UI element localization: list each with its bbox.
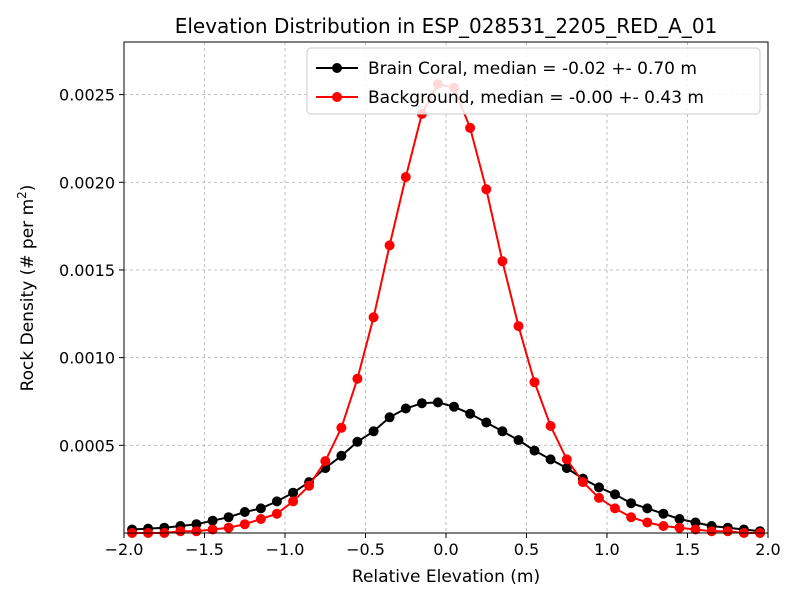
data-point-background (271, 508, 282, 519)
y-axis-label: Rock Density (# per m2) (15, 185, 38, 392)
chart-title: Elevation Distribution in ESP_028531_220… (175, 14, 718, 38)
data-point-brain-coral (513, 435, 524, 446)
data-point-brain-coral (191, 519, 202, 530)
legend: Brain Coral, median = -0.02 +- 0.70 m Ba… (306, 47, 761, 115)
y-tick-label: 0.0025 (59, 86, 115, 105)
series-line-brain-coral (132, 401, 761, 533)
series-background (127, 79, 765, 538)
legend-box (306, 47, 761, 115)
legend-label-background: Background, median = -0.00 +- 0.43 m (368, 88, 704, 108)
data-point-background (465, 122, 476, 133)
data-point-background (545, 421, 556, 431)
legend-label-brain-coral: Brain Coral, median = -0.02 +- 0.70 m (368, 59, 697, 79)
data-point-brain-coral (432, 397, 443, 408)
y-tick-label: 0.0005 (59, 436, 115, 455)
data-point-background (497, 256, 508, 267)
y-axis-label-close: ) (18, 185, 38, 192)
data-point-brain-coral (658, 508, 669, 519)
y-tick-label: 0.0010 (59, 349, 115, 368)
y-tick-label: 0.0020 (59, 173, 115, 192)
data-point-brain-coral (481, 417, 492, 428)
data-point-background (304, 480, 315, 491)
data-point-background (706, 526, 717, 537)
data-point-brain-coral (288, 487, 299, 498)
x-tick-label: 1.5 (675, 540, 700, 559)
data-point-brain-coral (626, 498, 637, 509)
data-point-background (384, 240, 395, 251)
x-tick-label: 1.0 (594, 540, 619, 559)
data-point-background (594, 492, 604, 503)
data-point-brain-coral (271, 496, 282, 507)
data-point-brain-coral (674, 514, 685, 524)
data-point-background (577, 477, 588, 488)
data-point-brain-coral (352, 436, 363, 447)
data-point-brain-coral (223, 512, 234, 523)
data-point-brain-coral (594, 482, 604, 493)
data-point-brain-coral (368, 426, 379, 437)
data-point-background (610, 503, 620, 514)
data-point-brain-coral (642, 503, 653, 514)
data-point-brain-coral (561, 463, 572, 474)
data-point-background (288, 496, 299, 507)
x-tick-label: −1.0 (266, 540, 305, 559)
x-tick-label: −0.5 (346, 540, 385, 559)
data-point-brain-coral (465, 408, 476, 419)
data-point-background (481, 184, 492, 195)
data-point-background (674, 522, 685, 533)
data-point-background (658, 521, 669, 531)
x-tick-label: −1.5 (185, 540, 224, 559)
data-point-brain-coral (416, 398, 427, 409)
y-axis-label-superscript: 2 (15, 191, 29, 199)
data-point-brain-coral (255, 503, 266, 514)
data-point-background (239, 519, 250, 530)
data-point-background (191, 526, 202, 537)
legend-marker-brain-coral (332, 63, 342, 73)
data-point-brain-coral (239, 507, 250, 517)
data-point-brain-coral (545, 454, 556, 465)
data-point-brain-coral (497, 426, 508, 437)
y-axis-label-main: Rock Density (# per m (18, 199, 38, 392)
data-point-brain-coral (529, 445, 540, 456)
data-point-background (722, 526, 733, 537)
x-tick-label: 0.0 (433, 540, 458, 559)
data-point-background (336, 422, 347, 433)
data-point-background (400, 172, 411, 182)
data-point-brain-coral (449, 401, 459, 412)
x-tick-label: 2.0 (755, 540, 780, 559)
data-point-brain-coral (336, 450, 347, 461)
data-point-background (352, 373, 363, 384)
x-axis: −2.0 −1.5 −1.0 −0.5 0.0 0.5 1.0 1.5 2.0 (105, 533, 781, 559)
series-layer (127, 79, 765, 538)
y-axis: 0.0005 0.0010 0.0015 0.0020 0.0025 (59, 86, 124, 455)
data-point-background (529, 377, 540, 388)
data-point-brain-coral (610, 489, 620, 500)
x-tick-label: 0.5 (514, 540, 539, 559)
data-point-background (513, 321, 524, 332)
legend-marker-background (332, 92, 342, 102)
data-point-background (207, 524, 218, 535)
data-point-brain-coral (400, 403, 411, 414)
data-point-brain-coral (384, 412, 395, 423)
data-point-background (626, 512, 637, 523)
x-tick-label: −2.0 (105, 540, 144, 559)
x-axis-label: Relative Elevation (m) (352, 567, 540, 587)
data-point-background (690, 524, 701, 535)
data-point-brain-coral (690, 517, 701, 528)
y-tick-label: 0.0015 (59, 261, 115, 280)
data-point-background (255, 514, 266, 524)
data-point-background (175, 526, 186, 537)
data-point-background (642, 517, 653, 528)
data-point-background (561, 454, 572, 465)
data-point-background (320, 456, 331, 467)
data-point-brain-coral (207, 515, 218, 526)
data-point-background (368, 312, 379, 323)
data-point-background (223, 522, 234, 533)
